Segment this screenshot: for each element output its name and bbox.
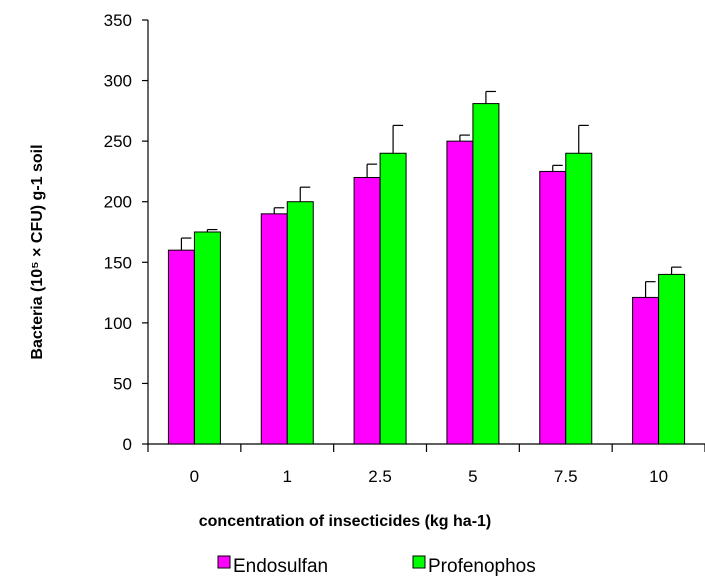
y-tick-label: 0: [123, 435, 132, 454]
bar-endosulfan-7.5: [539, 170, 567, 445]
bar-endosulfan-0: [167, 249, 195, 445]
bar-profenophos-0: [193, 231, 221, 445]
legend-label-profenophos: Profenophos: [428, 556, 536, 577]
plot-area: 0 50 100 150 200 250 300 350 0 1 2.5 5 7.5 10: [104, 11, 705, 486]
bar-endosulfan-2.5: [353, 176, 381, 445]
y-tick-label: 300: [104, 72, 132, 91]
y-tick-label: 50: [113, 374, 132, 393]
y-tick-label: 350: [104, 11, 132, 30]
y-tick-label: 100: [104, 314, 132, 333]
x-axis-title: concentration of insecticides (kg ha-1): [199, 513, 492, 530]
x-tick-label: 2.5: [368, 467, 392, 486]
bar-profenophos-5: [472, 103, 500, 445]
legend-swatch-endosulfan: [217, 555, 231, 569]
bar-endosulfan-5: [446, 140, 474, 445]
x-tick-label: 5: [468, 467, 477, 486]
x-tick-label: 10: [649, 467, 668, 486]
y-tick-label: 250: [104, 132, 132, 151]
x-tick-label: 0: [190, 467, 199, 486]
bar-profenophos-10: [658, 273, 686, 445]
y-axis-title: Bacteria (10⁵ × CFU) g-1 soil: [29, 144, 46, 359]
y-tick-label: 150: [104, 253, 132, 272]
bar-profenophos-1: [286, 201, 314, 445]
legend-swatch-profenophos: [412, 555, 426, 569]
x-tick-label: 1: [283, 467, 292, 486]
bar-profenophos-2.5: [379, 152, 407, 445]
bar-endosulfan-10: [632, 296, 660, 445]
legend-label-endosulfan: Endosulfan: [233, 556, 328, 577]
bar-profenophos-7.5: [565, 152, 593, 445]
y-tick-label: 200: [104, 193, 132, 212]
x-tick-label: 7.5: [554, 467, 578, 486]
legend: Endosulfan Profenophos: [217, 555, 536, 577]
bar-endosulfan-1: [260, 213, 288, 445]
